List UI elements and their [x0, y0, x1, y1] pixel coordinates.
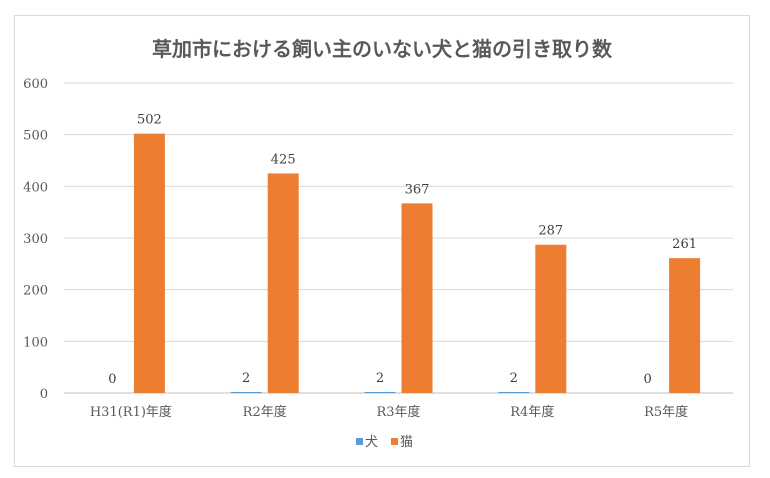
legend-label: 犬 — [365, 435, 378, 450]
y-tick-label: 100 — [23, 335, 48, 350]
bar-cat — [133, 133, 165, 393]
data-label: 2 — [242, 371, 250, 386]
x-tick-label: H31(R1)年度 — [90, 404, 172, 420]
bar-cat — [669, 258, 701, 393]
legend-swatch — [356, 438, 363, 445]
data-label: 425 — [271, 152, 296, 167]
legend-label: 猫 — [400, 435, 413, 450]
data-label: 0 — [108, 372, 116, 387]
x-tick-label: R5年度 — [644, 404, 688, 420]
gridlines — [64, 82, 733, 394]
y-tick-label: 600 — [23, 77, 48, 92]
bars — [133, 133, 701, 393]
bar-cat — [401, 203, 433, 393]
bar-dog — [498, 391, 530, 393]
data-label: 2 — [510, 371, 518, 386]
y-axis: 0 100 200 300 400 500 600 — [23, 77, 48, 402]
y-tick-label: 200 — [23, 284, 48, 299]
x-tick-label: R4年度 — [510, 404, 554, 420]
data-label: 261 — [672, 237, 697, 252]
data-label: 287 — [538, 224, 563, 239]
bar-dog — [230, 391, 262, 393]
x-tick-label: R3年度 — [376, 404, 420, 420]
bar-cat — [535, 244, 567, 393]
x-tick-label: R2年度 — [243, 404, 287, 420]
y-tick-label: 300 — [23, 232, 48, 247]
data-label: 2 — [376, 371, 384, 386]
x-axis: H31(R1)年度 R2年度 R3年度 R4年度 R5年度 — [90, 404, 688, 420]
legend-swatch — [391, 438, 398, 445]
data-labels: 0 502 2 425 2 367 2 287 0 261 — [108, 113, 697, 387]
data-label: 502 — [137, 113, 162, 128]
data-label: 367 — [405, 182, 430, 197]
data-label: 0 — [643, 372, 651, 387]
bar-cat — [267, 173, 299, 393]
y-tick-label: 0 — [40, 387, 48, 402]
bar-dog — [364, 391, 396, 393]
y-tick-label: 400 — [23, 180, 48, 195]
y-tick-label: 500 — [23, 129, 48, 144]
chart-title: 草加市における飼い主のいない犬と猫の引き取り数 — [152, 37, 612, 61]
legend: 犬猫 — [356, 435, 413, 450]
